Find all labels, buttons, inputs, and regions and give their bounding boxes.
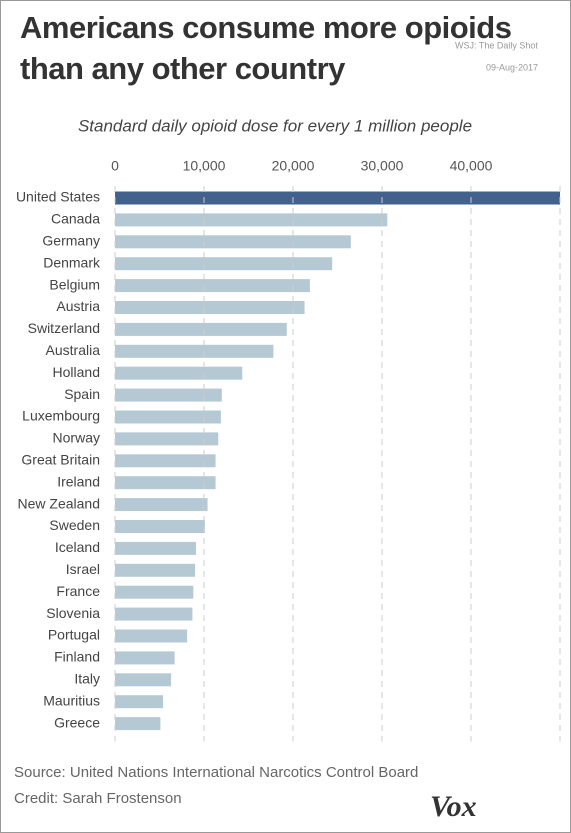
y-tick-label: Holland (53, 364, 100, 380)
bar (115, 520, 205, 533)
bar (115, 629, 188, 643)
y-tick-label: Denmark (43, 254, 101, 270)
bar (115, 695, 164, 709)
bar (115, 366, 243, 380)
source: Source: United Nations International Nar… (14, 764, 418, 781)
bar (115, 498, 208, 512)
bar (115, 257, 333, 271)
y-tick-label: Greece (54, 714, 100, 730)
y-tick-label: Mauritius (43, 692, 100, 708)
y-tick-label: Sweden (49, 517, 100, 533)
bar (115, 344, 274, 358)
bar (115, 235, 351, 249)
logo: Vox (430, 790, 477, 823)
y-tick-label: United States (16, 189, 100, 205)
y-tick-label: Spain (64, 386, 100, 402)
y-tick-label: Italy (74, 671, 100, 687)
y-tick-label: Great Britain (21, 452, 100, 468)
chart-title-line: Americans consume more opioids (20, 10, 511, 45)
x-tick-label: 30,000 (361, 158, 404, 174)
bar (115, 607, 193, 621)
x-tick-label: 40,000 (450, 158, 493, 174)
bar (115, 432, 219, 446)
bar (115, 213, 388, 227)
y-tick-label: Iceland (55, 539, 100, 555)
y-tick-label: Canada (51, 211, 100, 227)
chart-subtitle: Standard daily opioid dose for every 1 m… (78, 116, 472, 135)
y-tick-label: Australia (46, 342, 101, 358)
y-tick-label: France (56, 583, 100, 599)
y-tick-label: Belgium (49, 276, 100, 292)
bar (115, 541, 196, 555)
bar (115, 563, 196, 577)
bar (115, 322, 287, 336)
stamp-source: WSJ: The Daily Shot (455, 40, 538, 50)
y-tick-label: Finland (54, 649, 100, 665)
y-tick-label: Israel (66, 561, 100, 577)
x-tick-label: 20,000 (272, 158, 315, 174)
bar (115, 410, 221, 424)
bar (115, 191, 560, 205)
bar (115, 301, 305, 314)
bar (115, 651, 175, 665)
x-tick-label: 10,000 (183, 158, 226, 174)
x-tick-label: 0 (111, 158, 119, 174)
bar (115, 279, 310, 293)
y-tick-label: Germany (42, 233, 100, 249)
y-tick-label: Switzerland (28, 320, 100, 336)
y-tick-label: Austria (56, 298, 100, 314)
chart-title-line: than any other country (20, 51, 346, 86)
bar (115, 476, 216, 490)
y-tick-label: Ireland (57, 473, 100, 489)
bar (115, 673, 172, 687)
y-tick-label: Portugal (48, 627, 100, 643)
y-tick-label: Slovenia (46, 605, 100, 621)
bar (115, 717, 161, 731)
y-tick-label: Luxembourg (22, 408, 100, 424)
bar (115, 585, 194, 599)
credit: Credit: Sarah Frostenson (14, 790, 182, 807)
bar (115, 454, 216, 468)
stamp-date: 09-Aug-2017 (486, 62, 538, 72)
bar (115, 388, 222, 402)
y-tick-label: Norway (53, 430, 100, 446)
y-tick-label: New Zealand (18, 495, 101, 511)
